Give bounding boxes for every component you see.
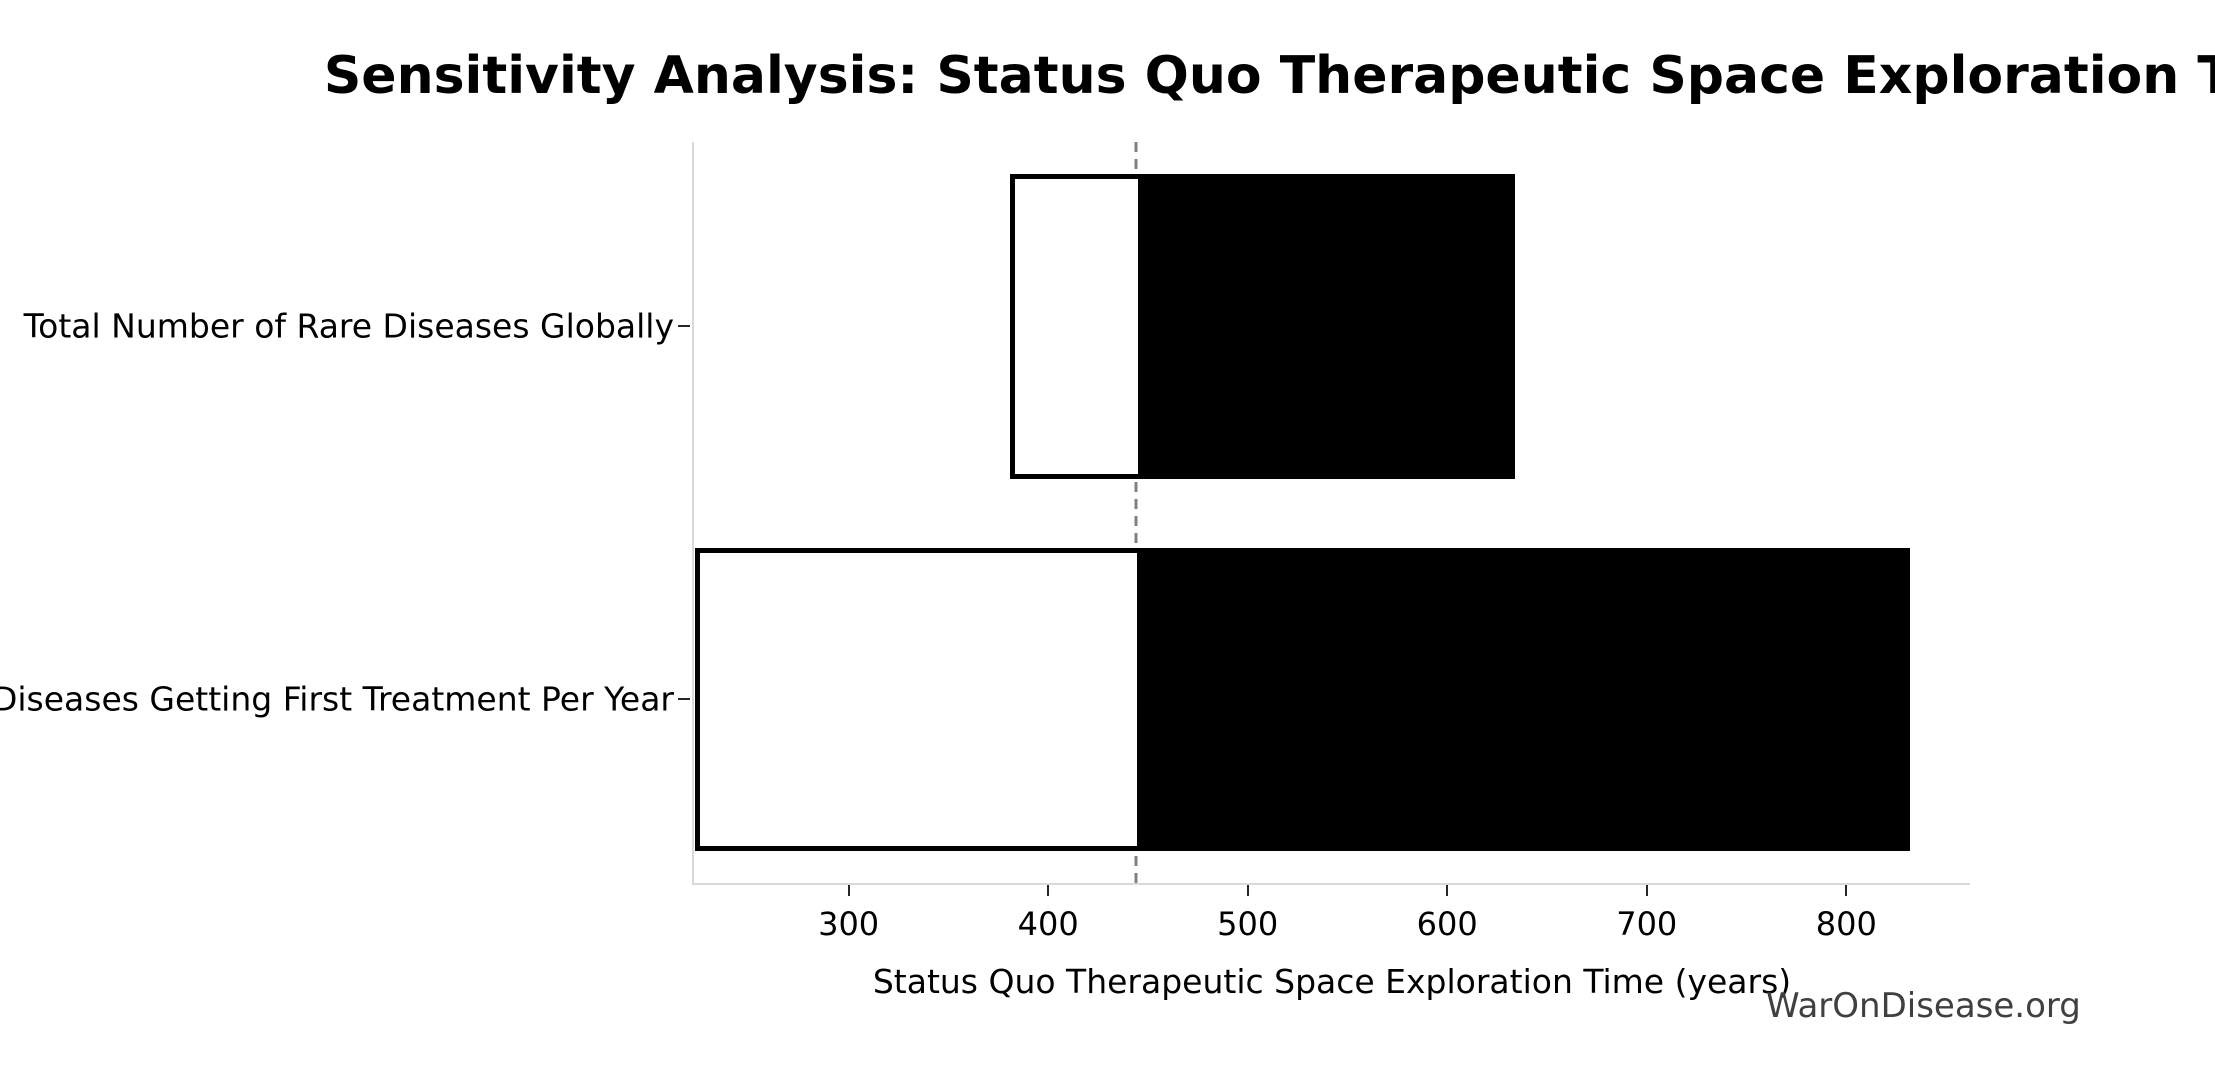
y-tick-mark [678,698,690,700]
bar-treatments-per-year [694,548,1911,851]
x-tick-mark [1446,885,1449,896]
x-tick-mark [1246,885,1249,896]
x-tick-label: 500 [1217,905,1279,943]
x-tick-label: 600 [1416,905,1478,943]
watermark: WarOnDisease.org [1766,986,2081,1026]
y-tick-mark [678,325,690,327]
x-tick-mark [1047,885,1050,896]
category-label-treatments-per-year: Diseases Getting First Treatment Per Yea… [0,679,674,719]
x-tick-mark [847,885,850,896]
x-tick-label: 400 [1017,905,1079,943]
category-label-total-rare-diseases: Total Number of Rare Diseases Globally [23,306,674,346]
x-tick-label: 800 [1815,905,1877,943]
bar-total-rare-diseases [1010,174,1516,479]
x-tick-mark [1845,885,1848,896]
x-tick-mark [1645,885,1648,896]
plot-area [692,142,1970,885]
bar-high-side-fill [1137,553,1906,846]
baseline-dashed-line [1134,142,1138,883]
x-tick-label: 300 [818,905,880,943]
x-tick-label: 700 [1616,905,1678,943]
x-axis-label: Status Quo Therapeutic Space Exploration… [872,962,1792,1001]
chart-title: Sensitivity Analysis: Status Quo Therape… [323,46,2215,106]
bar-high-side-fill [1138,179,1511,474]
